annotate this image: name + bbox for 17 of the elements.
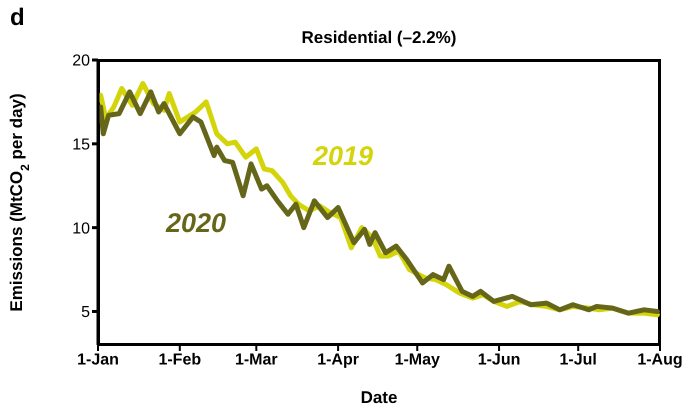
text: d (10, 4, 25, 32)
x-tick-label: 1-May (394, 351, 440, 368)
x-tick-label: 1-Apr (317, 351, 359, 368)
x-tick-label: 1-Feb (158, 351, 202, 368)
y-tick-label: 10 (72, 220, 90, 238)
series-label: 2020 (166, 208, 226, 239)
chart-title: Residential (–2.2%) (300, 28, 458, 48)
x-tick-label: 1-Mar (234, 351, 278, 368)
series-label: 2019 (313, 141, 374, 172)
x-tick-label: 1-Jan (77, 351, 119, 368)
x-tick-label: 1-Jun (478, 351, 520, 368)
y-tick-label: 15 (72, 136, 90, 154)
y-tick-label: 20 (72, 52, 90, 70)
x-tick-label: 1-Aug (637, 351, 683, 368)
y-tick-label: 5 (81, 304, 90, 322)
x-tick-label: 1-Jul (560, 351, 597, 368)
x-axis-title: Date (360, 388, 398, 407)
